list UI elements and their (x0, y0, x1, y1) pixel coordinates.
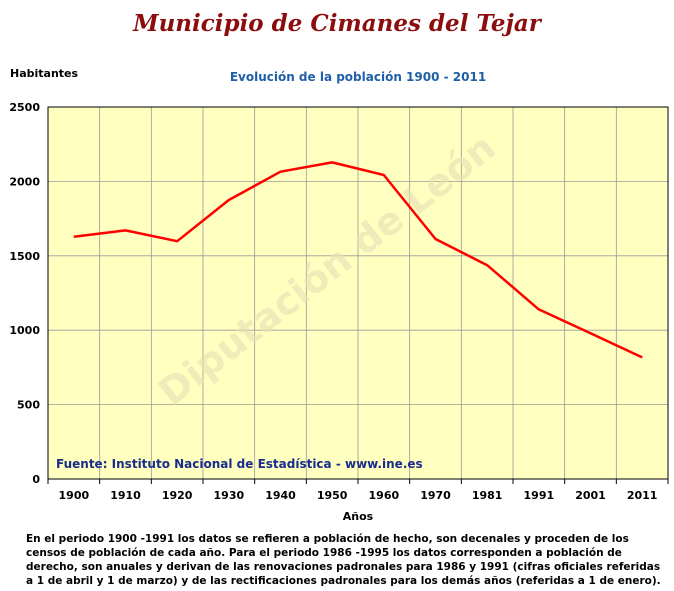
axes (47, 106, 669, 484)
y-tick-label: 2500 (9, 101, 40, 114)
x-tick-label: 1970 (420, 489, 451, 502)
y-tick-label: 0 (32, 473, 40, 486)
footnote: En el periodo 1900 -1991 los datos se re… (26, 533, 661, 587)
x-tick-label: 1960 (369, 489, 400, 502)
chart-title: Evolución de la población 1900 - 2011 (229, 70, 487, 84)
page-title: Municipio de Cimanes del Tejar (133, 10, 541, 37)
y-axis-label: Habitantes (10, 67, 79, 80)
grid-lines (48, 107, 668, 479)
y-tick-labels: 0 500 1000 1500 2000 2500 (9, 101, 40, 486)
y-tick-label: 2000 (9, 175, 40, 188)
x-tick-label: 1910 (110, 489, 141, 502)
x-tick-label: 1920 (162, 489, 193, 502)
x-tick-label: 1950 (317, 489, 348, 502)
population-chart: Diputación de León 05001000150020002500 … (9, 101, 669, 502)
x-tick-label: 1900 (59, 489, 90, 502)
x-tick-label: 1981 (472, 489, 503, 502)
x-tick-label: 1940 (265, 489, 296, 502)
y-tick-label: 500 (17, 399, 40, 412)
source-label: Fuente: Instituto Nacional de Estadístic… (56, 457, 423, 471)
x-tick-label: 1991 (524, 489, 555, 502)
x-axis-label: Años (342, 510, 374, 523)
x-tick-label: 1930 (214, 489, 245, 502)
x-tick-labels: 1900 1910 1920 1930 1940 1950 1960 1970 1981 1991… (59, 489, 658, 502)
y-tick-label: 1000 (9, 324, 40, 337)
x-tick-label: 2011 (627, 489, 658, 502)
x-tick-label: 2001 (575, 489, 606, 502)
series-line-population (73, 161, 643, 359)
y-tick-label: 1500 (9, 250, 40, 263)
